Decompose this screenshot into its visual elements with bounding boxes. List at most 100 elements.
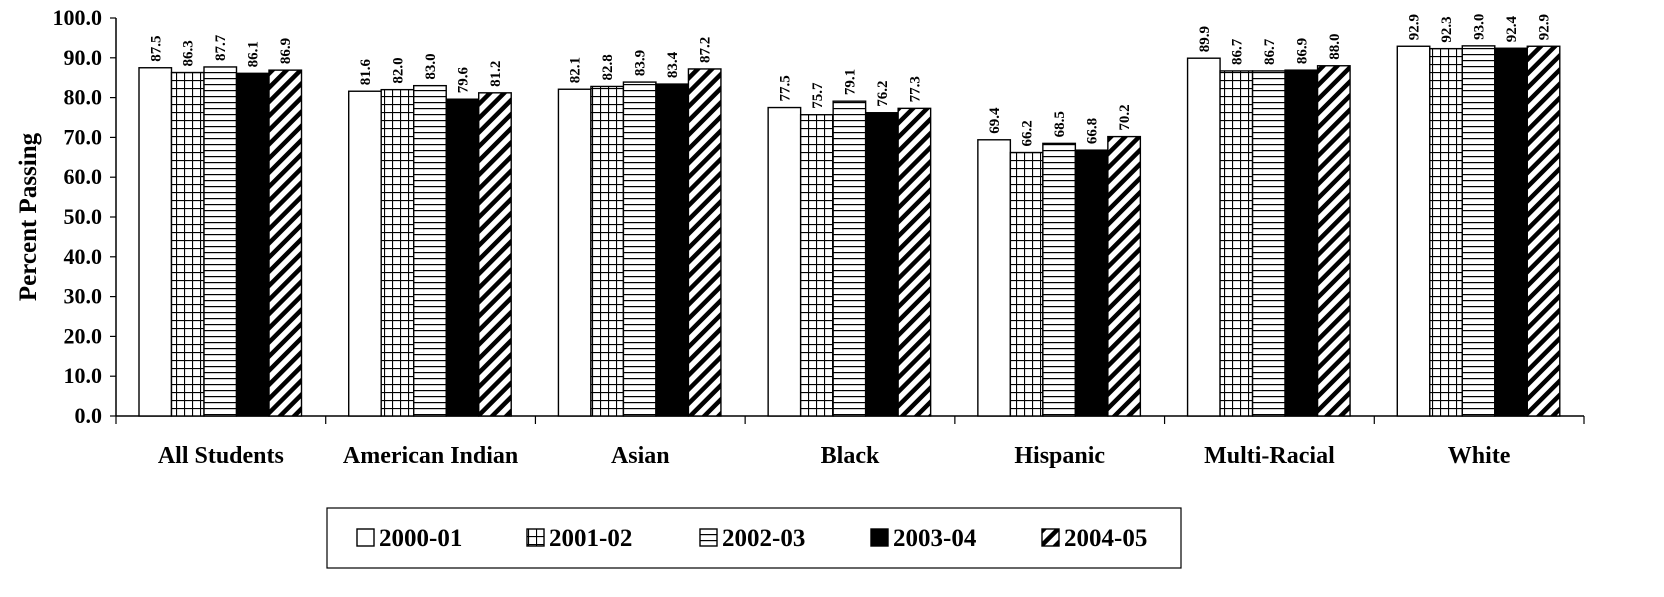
data-label: 92.9: [1537, 14, 1553, 40]
y-tick-label: 10.0: [64, 363, 103, 388]
data-label: 66.2: [1020, 120, 1036, 146]
data-label: 79.1: [842, 69, 858, 95]
legend-label: 2001-02: [549, 525, 632, 552]
category-labels: All Students American Indian Asian Black His…: [158, 443, 1511, 469]
bar: [1494, 47, 1528, 417]
y-tick-label: 80.0: [64, 85, 103, 110]
bar: [1107, 135, 1142, 417]
data-label: 86.1: [246, 41, 262, 67]
data-label: 92.3: [1439, 16, 1455, 42]
bar: [1251, 70, 1286, 417]
data-label: 93.0: [1472, 14, 1488, 40]
legend-label: 2002-03: [722, 525, 805, 552]
bar: [478, 92, 512, 417]
data-label: 83.9: [633, 50, 649, 76]
bar: [897, 107, 932, 417]
category-label: American Indian: [343, 443, 518, 469]
bar: [977, 139, 1012, 417]
category-label: Multi-Racial: [1204, 443, 1335, 469]
legend-swatch: [699, 528, 718, 547]
bar: [1186, 57, 1221, 417]
data-label: 68.5: [1052, 111, 1068, 137]
x-axis: [115, 415, 1585, 424]
bar: [767, 106, 802, 417]
y-tick-label: 0.0: [75, 403, 103, 428]
y-axis-title: Percent Passing: [15, 132, 42, 301]
bar: [348, 90, 382, 417]
legend-swatch: [1041, 528, 1060, 547]
category-label: Hispanic: [1014, 443, 1105, 469]
legend-box: [326, 507, 1182, 569]
data-label: 92.4: [1504, 15, 1520, 42]
bar: [1284, 69, 1319, 417]
data-label: 87.5: [148, 36, 164, 62]
bar: [235, 72, 270, 417]
legend-label: 2000-01: [379, 525, 462, 552]
data-label: 81.6: [358, 58, 374, 85]
data-label: 86.9: [278, 38, 294, 64]
legend-swatch: [870, 528, 889, 547]
bar: [1074, 149, 1109, 417]
category-label: Black: [821, 443, 880, 469]
legend-swatch: [356, 528, 375, 547]
data-label: 77.5: [777, 75, 793, 101]
data-label: 88.0: [1327, 34, 1343, 60]
data-label: 79.6: [455, 66, 471, 93]
data-label: 75.7: [810, 82, 826, 109]
y-tick-label: 90.0: [64, 45, 103, 70]
data-label: 82.8: [600, 54, 616, 80]
y-tick-label: 70.0: [64, 124, 103, 149]
data-label: 92.9: [1407, 14, 1423, 40]
bar: [687, 68, 722, 417]
bar: [170, 71, 205, 417]
data-label: 69.4: [987, 107, 1003, 134]
data-label: 86.7: [1262, 38, 1278, 65]
y-axis: 0.0 10.0 20.0 30.0 40.0 50.0 60.0 70.0 80.0 90.0 1…: [53, 5, 117, 428]
legend-label: 2004-05: [1064, 525, 1147, 552]
data-label: 82.0: [390, 57, 406, 83]
bar: [1396, 45, 1431, 417]
data-label: 70.2: [1117, 104, 1133, 130]
y-tick-label: 60.0: [64, 164, 103, 189]
y-tick-label: 40.0: [64, 244, 103, 269]
data-label: 76.2: [875, 80, 891, 106]
category-label: White: [1448, 443, 1511, 469]
bar: [445, 98, 480, 417]
bar: [268, 69, 303, 417]
bar: [590, 85, 625, 417]
category-label: All Students: [158, 443, 284, 469]
data-label: 83.0: [423, 53, 439, 79]
bar: [864, 112, 899, 417]
data-label: 86.7: [1229, 38, 1245, 65]
y-tick-label: 50.0: [64, 204, 103, 229]
data-label: 87.2: [698, 37, 714, 63]
data-label: 77.3: [907, 76, 923, 102]
data-label: 81.2: [488, 61, 504, 87]
legend: 2000-01 2001-02 2002-03 2003-04 2004-05: [326, 507, 1182, 569]
data-label: 83.4: [665, 51, 681, 78]
bar: [380, 88, 415, 417]
bar: [203, 66, 238, 417]
bar: [1526, 45, 1561, 417]
y-tick-label: 20.0: [64, 323, 103, 348]
bar: [413, 84, 447, 417]
bar: [1219, 70, 1254, 417]
data-label: 86.3: [181, 40, 197, 66]
data-label: 89.9: [1197, 26, 1213, 52]
data-labels: 87.5 86.3 87.7 86.1 86.9 81.6 82.0 83.0 79.6 81.2…: [148, 14, 1552, 147]
category-label: Asian: [611, 443, 670, 469]
y-tick-label: 30.0: [64, 284, 103, 309]
bars: [138, 45, 1561, 417]
bar: [1009, 151, 1044, 417]
bar: [557, 88, 592, 417]
bar: [799, 114, 834, 417]
bar: [1042, 142, 1077, 417]
data-label: 87.7: [213, 34, 229, 61]
bar: [1316, 65, 1351, 417]
data-label: 66.8: [1085, 118, 1101, 144]
bar: [655, 83, 690, 417]
data-label: 86.9: [1294, 38, 1310, 64]
legend-label: 2003-04: [893, 525, 977, 552]
bar: [832, 100, 867, 417]
